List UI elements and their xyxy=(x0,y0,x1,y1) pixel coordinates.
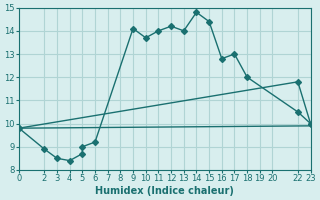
X-axis label: Humidex (Indice chaleur): Humidex (Indice chaleur) xyxy=(95,186,234,196)
